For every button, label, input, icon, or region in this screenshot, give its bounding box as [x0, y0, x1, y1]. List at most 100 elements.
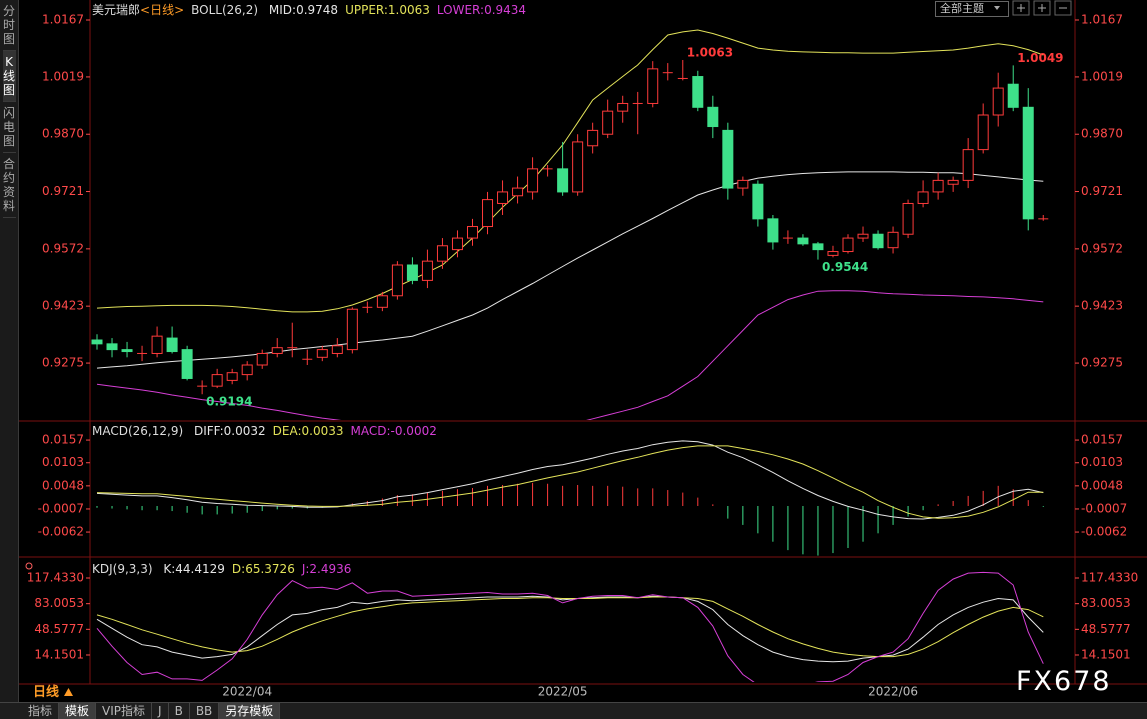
- y-tick-label: 0.9423: [42, 299, 84, 313]
- y-tick-label: 1.0019: [1081, 69, 1123, 83]
- candle-body: [421, 260, 433, 281]
- candle-body: [722, 129, 734, 189]
- tab[interactable]: 模板: [59, 703, 97, 719]
- chart-title: MACD(26,12,9): [92, 424, 184, 438]
- candle-body: [752, 183, 764, 220]
- chart-title: 美元瑞郎: [92, 3, 141, 17]
- chart-header: KDJ(9,3,3) K:44.4129 D:65.3726 J:2.4936: [92, 561, 358, 577]
- candle-body: [166, 337, 178, 353]
- series-line: [96, 171, 1044, 369]
- candle-body: [872, 233, 884, 249]
- chart-header: 美元瑞郎<日线> BOLL(26,2) MID:0.9748 UPPER:1.006…: [92, 2, 533, 18]
- low-label: 0.9194: [206, 395, 252, 409]
- candle-body: [391, 264, 403, 297]
- candle-body: [106, 343, 118, 351]
- candle-body: [887, 231, 899, 249]
- candle-body: [467, 226, 478, 239]
- y-tick-label: 0.9870: [42, 127, 84, 141]
- y-tick-label: 0.9423: [1081, 299, 1123, 313]
- button[interactable]: [1012, 0, 1030, 16]
- x-tick-label: 2022/04: [222, 685, 272, 699]
- side-tab[interactable]: K线图: [2, 51, 16, 102]
- tab[interactable]: 指标: [22, 703, 60, 719]
- candle-body: [842, 237, 854, 253]
- y-tick-label: 14.1501: [34, 647, 84, 661]
- candle-body: [587, 129, 599, 147]
- candle-body: [767, 218, 779, 243]
- y-tick-label: 0.9721: [42, 184, 84, 198]
- period-selector[interactable]: 日线: [33, 685, 73, 701]
- candle-body: [797, 237, 809, 245]
- period: 日线: [33, 685, 60, 700]
- y-tick-label: 48.5777: [34, 622, 84, 636]
- chart-header: MACD(26,12,9) DIFF:0.0032 DEA:0.0033 MACD:…: [92, 423, 444, 439]
- sidebar: 分时图 K线图 闪电图 合约资料: [0, 0, 19, 718]
- tab[interactable]: BB: [190, 703, 220, 719]
- y-tick-label: 0.0048: [42, 478, 84, 492]
- legend-entry: J:2.4936: [301, 562, 352, 576]
- period-arrow: [63, 688, 73, 696]
- chart-title: KDJ(9,3,3): [92, 562, 153, 576]
- candle-body: [647, 68, 659, 104]
- candle-body: [932, 179, 944, 193]
- high-label: 1.0049: [1017, 51, 1063, 65]
- candle-body: [692, 76, 704, 108]
- candle-body: [737, 179, 749, 189]
- candle-body: [827, 251, 839, 256]
- series-line: [96, 595, 1044, 663]
- candle-body: [977, 114, 989, 151]
- bottom-tabs: 指标 模板 VIP指标 J B BB 另存模板: [0, 702, 1147, 719]
- candle-body: [602, 110, 614, 135]
- x-tick-label: 2022/06: [868, 685, 918, 699]
- candle-body: [241, 364, 253, 376]
- button[interactable]: [1033, 0, 1051, 16]
- candle-body: [436, 245, 448, 262]
- tab[interactable]: VIP指标: [96, 703, 153, 719]
- y-tick-label: 0.9721: [1081, 184, 1123, 198]
- candle-body: [812, 243, 824, 251]
- tab[interactable]: 另存模板: [219, 703, 281, 719]
- candle-body: [346, 308, 358, 351]
- y-tick-label: -0.0007: [38, 501, 84, 515]
- candle-body: [451, 237, 463, 251]
- y-tick-label: 0.9572: [1081, 241, 1123, 255]
- legend-entry: DIFF:0.0032: [193, 424, 266, 438]
- dropdown-arrow: [994, 6, 1000, 10]
- candle-body: [181, 349, 193, 379]
- series-line: [96, 29, 1044, 313]
- series-line: [96, 290, 1044, 420]
- candle-body: [902, 202, 914, 235]
- button[interactable]: [1054, 0, 1072, 16]
- candle-body: [151, 335, 163, 354]
- candle-body: [1022, 106, 1034, 220]
- panel-icon: [25, 562, 33, 570]
- side-tab[interactable]: 分时图: [2, 0, 16, 51]
- theme-button[interactable]: 全部主题: [935, 1, 1009, 17]
- side-tab[interactable]: 闪电图: [2, 102, 16, 153]
- series-line: [96, 596, 1044, 658]
- plot-area: [96, 571, 1044, 682]
- tab[interactable]: B: [169, 703, 190, 719]
- candle-body: [917, 191, 929, 204]
- series-line: [96, 445, 1044, 519]
- y-tick-label: 0.9572: [42, 241, 84, 255]
- candle-body: [271, 347, 283, 354]
- series-line: [96, 440, 1044, 520]
- y-tick-label: 1.0019: [42, 69, 84, 83]
- tab[interactable]: J: [152, 703, 169, 719]
- y-tick-label: 48.5777: [1081, 622, 1131, 636]
- candle-body: [226, 372, 238, 381]
- candle-body: [947, 179, 959, 185]
- x-tick-label: 2022/05: [538, 685, 588, 699]
- y-tick-label: -0.0062: [38, 525, 84, 539]
- y-tick-label: 83.0053: [1081, 596, 1131, 610]
- y-tick-label: 0.0157: [1081, 433, 1123, 447]
- y-tick-label: -0.0007: [1081, 501, 1127, 515]
- y-tick-label: 117.4330: [27, 571, 84, 585]
- candle-body: [572, 141, 584, 193]
- side-tab[interactable]: 合约资料: [2, 153, 16, 218]
- y-tick-label: 117.4330: [1081, 571, 1138, 585]
- candle-body: [91, 339, 103, 345]
- legend-entry: D:65.3726: [231, 562, 295, 576]
